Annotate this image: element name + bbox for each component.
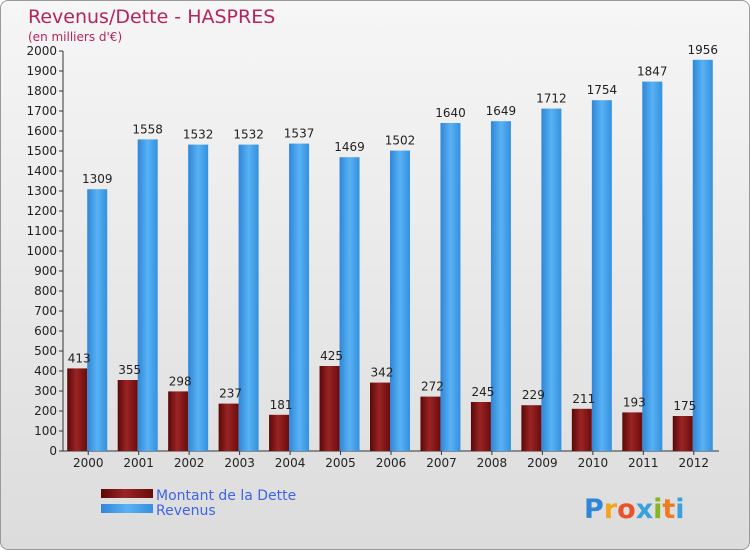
- y-tick-label: 1100: [26, 224, 57, 238]
- revenue-bar: [390, 150, 410, 451]
- revenue-value-label: 1537: [284, 127, 315, 141]
- x-tick-label: 2012: [678, 456, 709, 470]
- y-tick-label: 1000: [26, 244, 57, 258]
- y-tick-label: 800: [34, 284, 57, 298]
- debt-bar: [370, 382, 390, 451]
- y-tick-label: 400: [34, 364, 57, 378]
- y-tick-label: 1900: [26, 64, 57, 78]
- revenue-bar: [137, 139, 158, 451]
- debt-bar: [521, 405, 542, 451]
- y-tick-label: 1300: [26, 184, 57, 198]
- revenue-value-label: 1532: [233, 128, 264, 142]
- debt-value-label: 181: [270, 398, 293, 412]
- debt-value-label: 355: [118, 363, 141, 377]
- debt-bar: [622, 412, 643, 451]
- revenue-value-label: 1956: [687, 43, 718, 57]
- legend: Montant de la Dette Revenus: [101, 488, 296, 519]
- debt-bar: [420, 396, 441, 451]
- revenue-bar: [87, 189, 108, 451]
- debt-bar: [571, 408, 592, 451]
- x-tick-label: 2010: [578, 456, 609, 470]
- debt-bar: [319, 366, 340, 451]
- debt-value-label: 211: [572, 392, 595, 406]
- y-tick-label: 300: [34, 384, 57, 398]
- revenue-bar: [692, 59, 713, 452]
- debt-value-label: 272: [421, 380, 444, 394]
- debt-value-label: 193: [623, 395, 646, 409]
- x-tick-label: 2003: [224, 456, 255, 470]
- y-tick-label: 100: [34, 424, 57, 438]
- revenue-bar: [238, 144, 259, 451]
- x-tick-label: 2008: [477, 456, 508, 470]
- revenue-value-label: 1469: [334, 140, 365, 154]
- revenue-value-label: 1847: [637, 65, 668, 79]
- svg-text:Proxiti: Proxiti: [584, 494, 685, 525]
- y-tick-label: 1700: [26, 104, 57, 118]
- legend-label-debt: Montant de la Dette: [156, 488, 296, 504]
- debt-bar: [672, 416, 693, 451]
- debt-value-label: 413: [68, 351, 91, 365]
- debt-value-label: 342: [371, 366, 394, 380]
- debt-bar: [168, 391, 189, 451]
- x-tick-label: 2002: [174, 456, 205, 470]
- chart-subtitle: (en milliers d'€): [28, 30, 122, 44]
- x-tick-label: 2001: [123, 456, 154, 470]
- revenue-bar: [541, 108, 562, 451]
- debt-bar: [470, 402, 491, 451]
- revenue-value-label: 1558: [132, 122, 163, 136]
- debt-bar: [67, 368, 88, 451]
- revenue-bar: [188, 144, 209, 451]
- revenue-value-label: 1532: [183, 128, 214, 142]
- x-tick-label: 2011: [628, 456, 659, 470]
- y-tick-label: 600: [34, 324, 57, 338]
- y-tick-label: 0: [49, 444, 57, 458]
- y-tick-label: 1800: [26, 84, 57, 98]
- y-tick-label: 1400: [26, 164, 57, 178]
- revenue-value-label: 1754: [587, 83, 618, 97]
- revenue-bar: [490, 121, 511, 451]
- debt-value-label: 425: [320, 349, 343, 363]
- y-tick-label: 1200: [26, 204, 57, 218]
- y-tick-label: 1500: [26, 144, 57, 158]
- revenue-value-label: 1649: [486, 104, 517, 118]
- y-tick-label: 2000: [26, 44, 57, 58]
- debt-value-label: 298: [169, 374, 192, 388]
- y-tick-label: 700: [34, 304, 57, 318]
- revenue-bar: [440, 123, 461, 451]
- legend-label-revenue: Revenus: [156, 503, 216, 519]
- revenue-bar: [642, 81, 663, 451]
- debt-bar: [117, 380, 138, 451]
- x-tick-label: 2006: [376, 456, 407, 470]
- x-tick-label: 2007: [426, 456, 457, 470]
- debt-value-label: 245: [471, 385, 494, 399]
- proxiti-logo: Proxiti: [584, 494, 685, 525]
- revenue-value-label: 1712: [536, 92, 567, 106]
- revenue-value-label: 1502: [385, 134, 416, 148]
- x-tick-label: 2000: [73, 456, 104, 470]
- bars: [67, 59, 713, 452]
- data-labels: 413 1309 355 1558 298 1532 237 1532 181 1537 425 14…: [68, 43, 718, 413]
- y-tick-label: 200: [34, 404, 57, 418]
- debt-bar: [269, 414, 290, 451]
- y-tick-label: 500: [34, 344, 57, 358]
- revenue-value-label: 1640: [435, 106, 466, 120]
- revenue-bar: [591, 100, 612, 451]
- revenue-value-label: 1309: [82, 172, 113, 186]
- chart-title: Revenus/Dette - HASPRES: [28, 6, 275, 28]
- x-tick-label: 2004: [275, 456, 306, 470]
- debt-value-label: 175: [673, 399, 696, 413]
- x-tick-label: 2009: [527, 456, 558, 470]
- debt-bar: [218, 403, 239, 451]
- x-tick-label: 2005: [325, 456, 356, 470]
- debt-value-label: 237: [219, 387, 242, 401]
- legend-swatch-revenue: [101, 504, 153, 513]
- revenue-bar: [289, 143, 310, 451]
- revenue-bar: [339, 157, 360, 451]
- legend-swatch-debt: [101, 489, 153, 498]
- y-tick-label: 900: [34, 264, 57, 278]
- y-tick-label: 1600: [26, 124, 57, 138]
- debt-value-label: 229: [522, 388, 545, 402]
